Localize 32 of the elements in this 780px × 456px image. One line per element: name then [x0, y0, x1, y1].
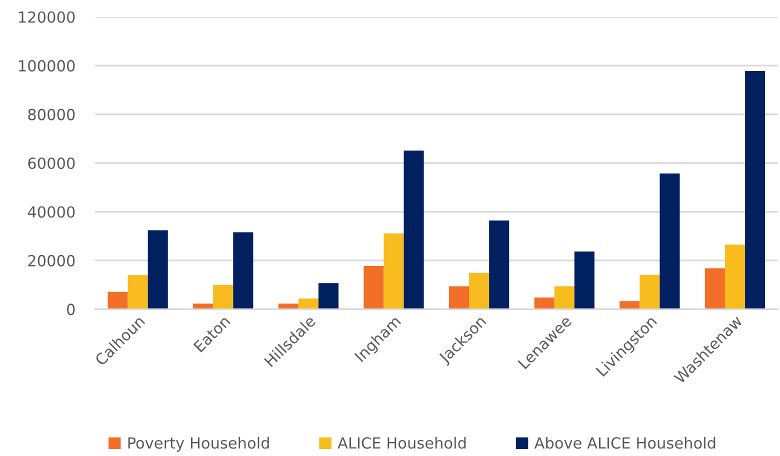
bar: [448, 286, 470, 310]
bar: [148, 230, 168, 310]
legend-label: ALICE Household: [338, 436, 466, 449]
bar: [620, 301, 640, 310]
legend-label: Above ALICE Household: [534, 436, 716, 449]
bar: [574, 251, 594, 310]
bar: [128, 275, 148, 310]
bar: [534, 297, 554, 310]
bar: [213, 285, 234, 310]
bar: [318, 283, 339, 310]
bar: [640, 274, 660, 310]
bar: [745, 70, 766, 310]
y-tick-label: 120000: [19, 11, 75, 23]
bar: [660, 173, 680, 310]
bar: [384, 233, 404, 310]
bar: [554, 286, 574, 310]
y-tick-label: 100000: [19, 60, 75, 72]
bar: [704, 268, 725, 310]
bar: [233, 232, 254, 310]
bar: [364, 266, 384, 310]
y-tick-label: 20000: [28, 254, 75, 266]
bar: [298, 298, 318, 310]
bar: [108, 292, 128, 310]
bar: [404, 150, 424, 310]
bar: [489, 220, 510, 310]
y-tick-label: 0: [67, 304, 75, 316]
legend-label: Poverty Household: [128, 436, 269, 452]
y-tick-label: 80000: [28, 108, 75, 120]
bar: [469, 272, 490, 310]
bar: [724, 244, 746, 310]
y-tick-label: 60000: [28, 157, 75, 170]
y-tick-label: 40000: [28, 206, 75, 218]
